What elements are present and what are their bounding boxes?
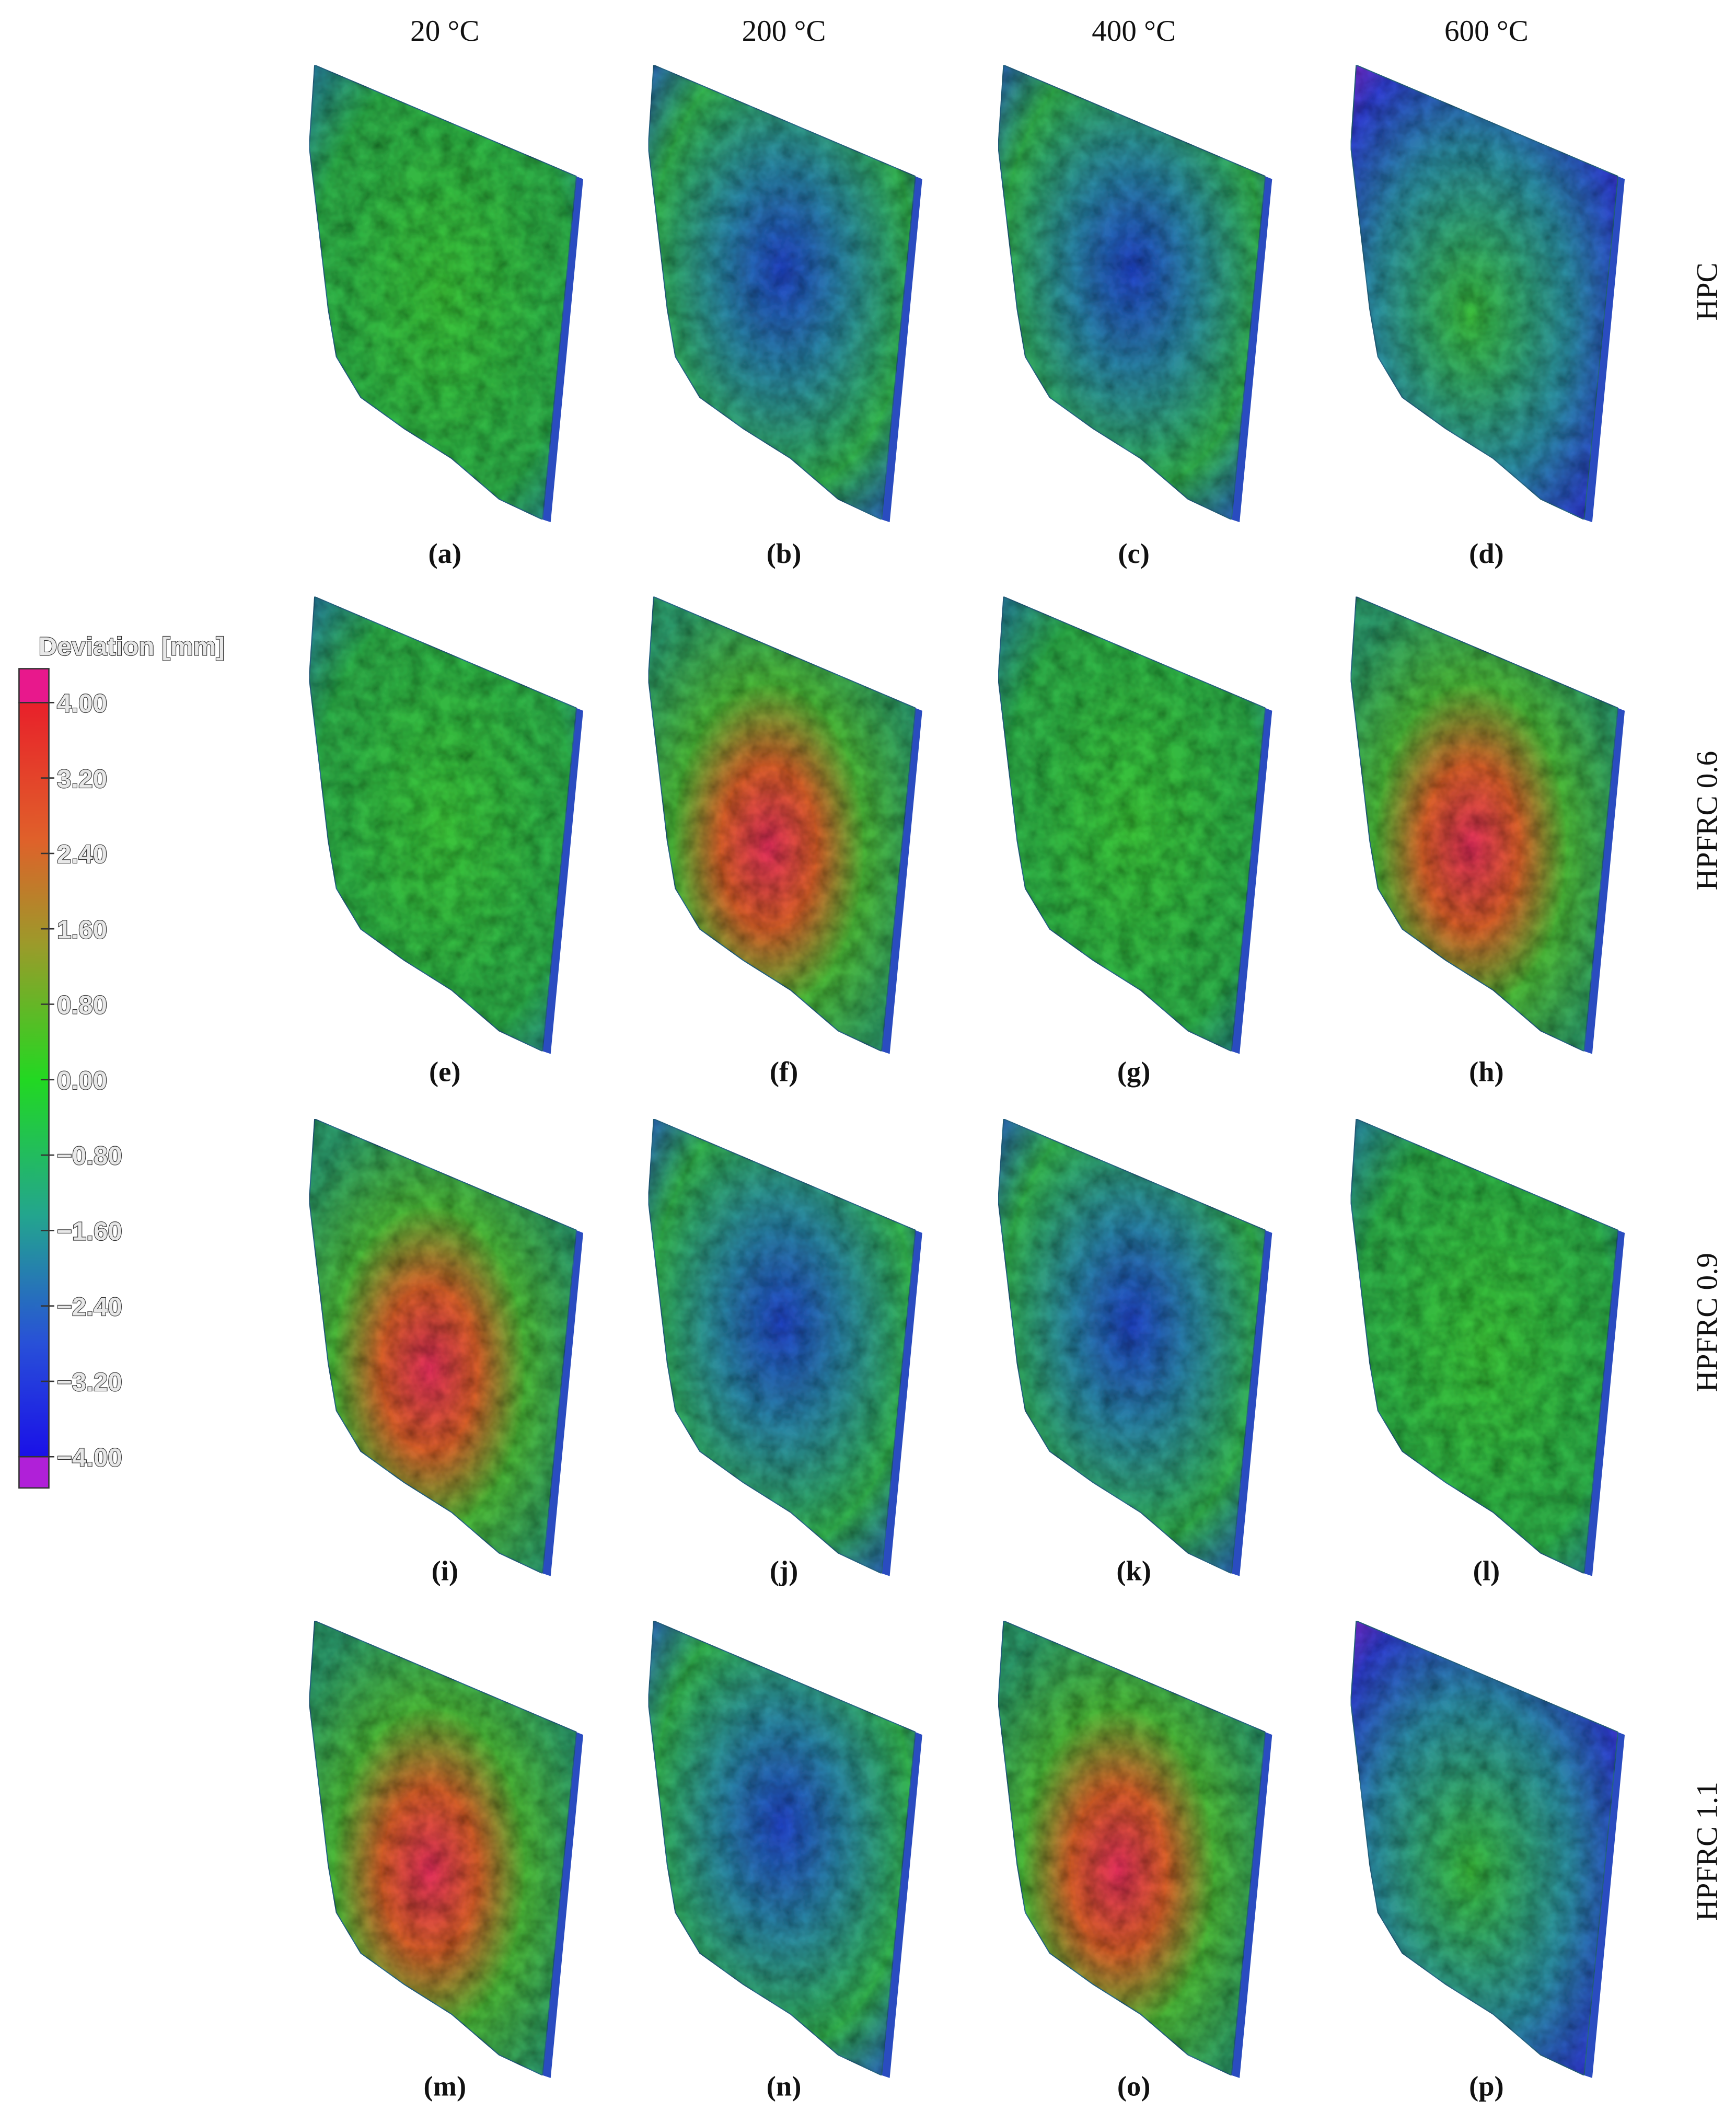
- scan-surface: [998, 596, 1266, 1052]
- scan-edge: [1584, 708, 1625, 1054]
- row-label: HPC: [1691, 262, 1724, 320]
- scan-surface: [1350, 64, 1619, 521]
- scan-panel: [647, 1620, 922, 2078]
- panel-label: (n): [767, 2070, 802, 2102]
- panel-label: (i): [432, 1554, 458, 1586]
- row-label: HPFRC 0.9: [1691, 1253, 1724, 1392]
- scan-edge: [1584, 176, 1625, 523]
- column-header: 400 °C: [1092, 15, 1176, 48]
- scan-panel: [647, 596, 922, 1054]
- scan-panel: [998, 1620, 1272, 2078]
- scan-panel: [1350, 64, 1625, 523]
- scan-surface: [308, 596, 577, 1052]
- scan-surface: [998, 1620, 1266, 2076]
- legend-tick-label: −0.80: [57, 1141, 122, 1170]
- legend-top-segment: [18, 668, 50, 703]
- legend-tick-label: 3.20: [57, 765, 107, 793]
- scan-panel: [1350, 1118, 1625, 1576]
- scan-edge: [542, 708, 584, 1054]
- scan-edge: [1231, 1230, 1272, 1576]
- legend-bottom-segment: [18, 1456, 50, 1489]
- scan-panel: [998, 64, 1272, 523]
- scan-surface: [647, 1620, 916, 2076]
- legend-tick-label: 1.60: [57, 915, 107, 944]
- legend-tick-label: −1.60: [57, 1217, 122, 1246]
- panel-label: (o): [1117, 2070, 1151, 2102]
- scan-panel: [998, 1118, 1272, 1576]
- scan-panel: [647, 1118, 922, 1576]
- panel-label: (a): [429, 537, 462, 569]
- scan-surface: [308, 64, 577, 521]
- scan-panel: [998, 596, 1272, 1054]
- column-header: 20 °C: [410, 15, 479, 48]
- scan-edge: [542, 176, 584, 523]
- scan-surface: [647, 596, 916, 1052]
- scan-surface: [647, 64, 916, 521]
- panel-label: (g): [1117, 1055, 1151, 1087]
- scan-surface: [998, 64, 1266, 521]
- legend-tick-label: 0.00: [57, 1066, 107, 1095]
- panel-label: (d): [1469, 537, 1504, 569]
- scan-surface: [647, 1118, 916, 1574]
- legend-tick-label: −4.00: [57, 1443, 122, 1472]
- panel-label: (l): [1473, 1554, 1500, 1586]
- legend-tick-label: 2.40: [57, 840, 107, 869]
- scan-surface: [308, 1118, 577, 1574]
- legend-tick-label: −3.20: [57, 1368, 122, 1397]
- row-label: HPFRC 1.1: [1691, 1782, 1724, 1921]
- scan-edge: [1231, 708, 1272, 1054]
- scan-panel: [308, 1620, 584, 2078]
- scan-surface: [998, 1118, 1266, 1574]
- scan-edge: [542, 1732, 584, 2078]
- scan-edge: [881, 176, 922, 523]
- panel-label: (k): [1116, 1554, 1151, 1586]
- panel-label: (c): [1118, 537, 1149, 569]
- scan-panel: [308, 1118, 584, 1576]
- legend-tick-label: 0.80: [57, 991, 107, 1020]
- scan-panel: [308, 596, 584, 1054]
- scan-surface: [308, 1620, 577, 2076]
- row-label: HPFRC 0.6: [1691, 751, 1724, 890]
- scan-panel: [1350, 1620, 1625, 2078]
- legend-tick-label: 4.00: [57, 689, 107, 718]
- scan-edge: [881, 708, 922, 1054]
- scan-surface: [1350, 596, 1619, 1052]
- panel-label: (m): [423, 2070, 466, 2102]
- scan-edge: [1584, 1230, 1625, 1576]
- scan-panel: [647, 64, 922, 523]
- scan-edge: [1231, 176, 1272, 523]
- legend-tick-label: −2.40: [57, 1293, 122, 1321]
- scan-edge: [1584, 1732, 1625, 2078]
- scan-panel: [308, 64, 584, 523]
- scan-edge: [1231, 1732, 1272, 2078]
- scan-edge: [881, 1732, 922, 2078]
- scan-surface: [1350, 1620, 1619, 2076]
- legend-title: Deviation [mm]: [39, 632, 225, 661]
- column-header: 600 °C: [1444, 15, 1529, 48]
- panel-label: (f): [770, 1055, 798, 1087]
- column-header: 200 °C: [742, 15, 826, 48]
- scan-panel: [1350, 596, 1625, 1054]
- panel-label: (p): [1469, 2070, 1504, 2102]
- scan-edge: [881, 1230, 922, 1576]
- panel-label: (b): [767, 537, 802, 569]
- scan-edge: [542, 1230, 584, 1576]
- scan-surface: [1350, 1118, 1619, 1574]
- panel-label: (e): [429, 1055, 460, 1087]
- panel-label: (h): [1469, 1055, 1504, 1087]
- panel-label: (j): [770, 1554, 798, 1586]
